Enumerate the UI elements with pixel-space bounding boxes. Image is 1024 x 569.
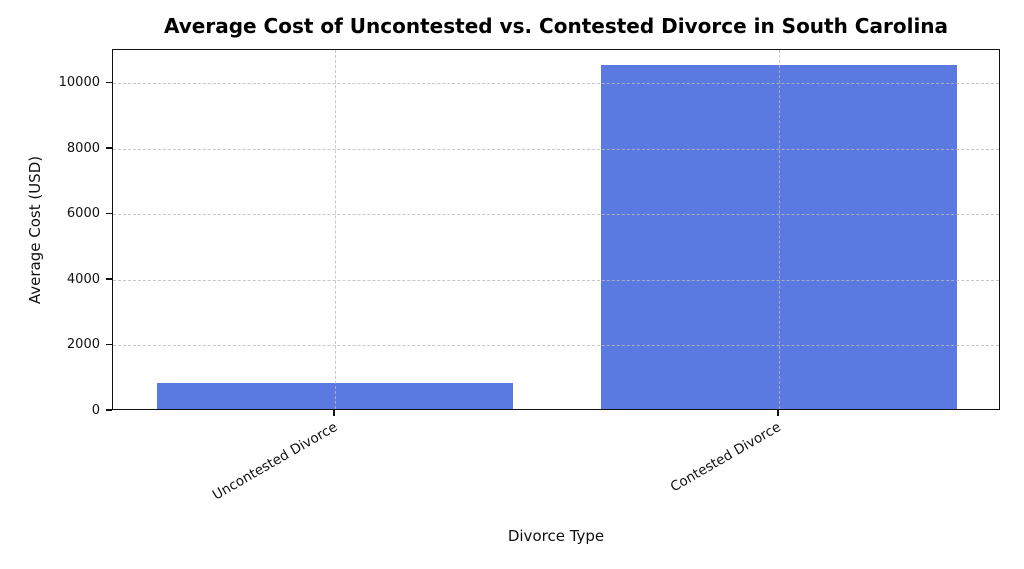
y-tick-label: 4000 xyxy=(66,271,100,287)
h-gridline xyxy=(113,345,999,346)
x-axis-label: Divorce Type xyxy=(507,527,605,545)
v-gridline xyxy=(778,50,780,409)
h-gridline xyxy=(113,148,999,150)
plot-area xyxy=(112,49,1000,410)
y-tick-label: 6000 xyxy=(66,206,100,222)
x-tick-label: Uncontested Divorce xyxy=(209,419,340,504)
y-tick-label: 10000 xyxy=(58,75,100,91)
h-gridline xyxy=(113,279,999,281)
y-tick-mark xyxy=(106,212,112,215)
y-tick-label: 8000 xyxy=(66,140,100,156)
h-gridline xyxy=(113,214,999,216)
y-tick-mark xyxy=(106,278,112,280)
y-tick-mark xyxy=(106,81,112,84)
chart-title: Average Cost of Uncontested vs. Conteste… xyxy=(163,14,949,38)
y-tick-mark xyxy=(106,409,112,411)
x-tick-label: Contested Divorce xyxy=(667,419,784,496)
y-tick-mark xyxy=(106,147,112,149)
x-tick-mark xyxy=(777,410,779,416)
y-tick-label: 2000 xyxy=(66,337,100,352)
y-tick-mark xyxy=(106,343,112,346)
v-gridline xyxy=(334,50,336,409)
y-tick-label: 0 xyxy=(91,402,100,418)
h-gridline xyxy=(113,83,999,85)
x-tick-mark xyxy=(333,410,335,416)
